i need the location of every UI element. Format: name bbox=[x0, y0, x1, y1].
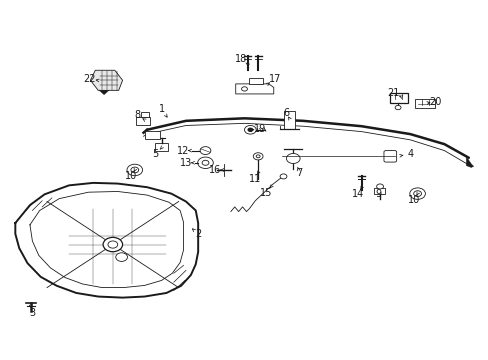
Circle shape bbox=[409, 188, 425, 199]
Text: 9: 9 bbox=[375, 189, 381, 199]
Text: 2: 2 bbox=[195, 229, 201, 239]
Text: 19: 19 bbox=[253, 124, 265, 134]
Polygon shape bbox=[466, 157, 473, 167]
FancyBboxPatch shape bbox=[136, 117, 150, 125]
Circle shape bbox=[202, 160, 208, 165]
Text: 4: 4 bbox=[407, 149, 412, 159]
Text: 22: 22 bbox=[83, 74, 96, 84]
FancyBboxPatch shape bbox=[383, 150, 396, 162]
Circle shape bbox=[241, 87, 247, 91]
FancyBboxPatch shape bbox=[414, 99, 434, 108]
Text: 12: 12 bbox=[177, 145, 189, 156]
Text: 16: 16 bbox=[209, 165, 221, 175]
Circle shape bbox=[127, 164, 142, 176]
Circle shape bbox=[103, 237, 122, 252]
FancyBboxPatch shape bbox=[373, 188, 384, 194]
Circle shape bbox=[247, 128, 252, 132]
Text: 17: 17 bbox=[268, 74, 280, 84]
Circle shape bbox=[394, 105, 400, 110]
Text: 7: 7 bbox=[295, 168, 302, 178]
Circle shape bbox=[280, 174, 286, 179]
Text: 11: 11 bbox=[248, 174, 261, 184]
Text: 14: 14 bbox=[351, 189, 363, 199]
Text: 20: 20 bbox=[428, 97, 441, 107]
Circle shape bbox=[116, 253, 127, 261]
Text: 5: 5 bbox=[152, 149, 159, 159]
Circle shape bbox=[376, 184, 383, 189]
Text: 21: 21 bbox=[386, 88, 399, 98]
Circle shape bbox=[244, 126, 256, 134]
Circle shape bbox=[256, 155, 260, 158]
Circle shape bbox=[131, 167, 139, 173]
Text: 18: 18 bbox=[234, 54, 246, 64]
Circle shape bbox=[108, 241, 118, 248]
Circle shape bbox=[286, 153, 300, 163]
Circle shape bbox=[413, 191, 421, 197]
FancyBboxPatch shape bbox=[145, 131, 159, 139]
Text: 8: 8 bbox=[134, 111, 140, 121]
Text: 3: 3 bbox=[29, 309, 35, 318]
Polygon shape bbox=[90, 70, 122, 90]
Circle shape bbox=[253, 153, 263, 160]
FancyBboxPatch shape bbox=[284, 111, 295, 129]
Text: 13: 13 bbox=[180, 158, 192, 168]
Text: 15: 15 bbox=[260, 188, 272, 198]
FancyBboxPatch shape bbox=[249, 78, 263, 84]
Polygon shape bbox=[99, 90, 109, 95]
Text: 10: 10 bbox=[125, 171, 137, 181]
Text: 1: 1 bbox=[158, 104, 164, 114]
Text: 6: 6 bbox=[282, 108, 288, 118]
FancyBboxPatch shape bbox=[389, 93, 407, 103]
Circle shape bbox=[200, 147, 210, 154]
Polygon shape bbox=[235, 84, 273, 94]
FancyBboxPatch shape bbox=[141, 112, 149, 117]
Text: 10: 10 bbox=[407, 195, 420, 205]
FancyBboxPatch shape bbox=[155, 143, 168, 150]
Circle shape bbox=[197, 157, 213, 168]
